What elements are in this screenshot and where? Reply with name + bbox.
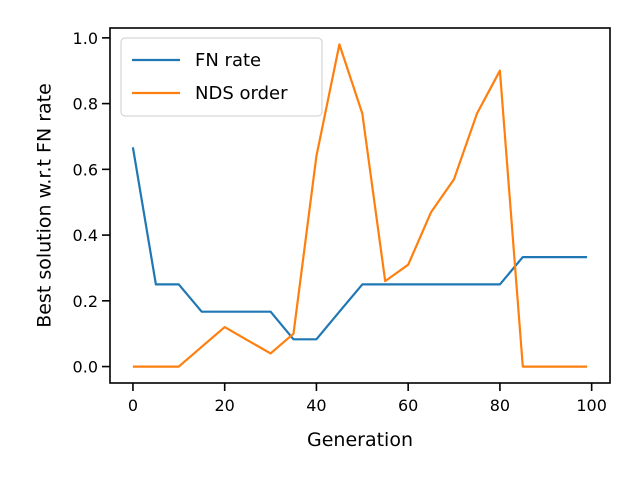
y-tick-label: 0.6 (73, 160, 98, 179)
y-tick-label: 0.2 (73, 292, 98, 311)
y-axis-ticks: 0.0 0.2 0.4 0.6 0.8 1.0 (73, 29, 110, 377)
x-tick-label: 100 (576, 396, 607, 415)
x-tick-label: 60 (398, 396, 418, 415)
x-tick-label: 20 (214, 396, 234, 415)
legend: FN rate NDS order (120, 37, 323, 117)
y-tick-label: 0.4 (73, 226, 98, 245)
x-axis-label: Generation (307, 429, 413, 451)
series-layer (131, 43, 588, 368)
x-tick-label: 0 (128, 396, 138, 415)
y-axis-label: Best solution w.r.t FN rate (34, 83, 56, 328)
legend-box (120, 37, 323, 117)
legend-label-2: NDS order (195, 83, 288, 104)
y-tick-label: 1.0 (73, 29, 98, 48)
legend-label-1: FN rate (195, 50, 261, 71)
x-tick-label: 80 (490, 396, 510, 415)
series-line-2 (132, 43, 588, 368)
x-tick-label: 40 (306, 396, 326, 415)
x-axis-ticks: 0 20 40 60 80 100 (128, 383, 607, 415)
y-tick-label: 0.8 (73, 95, 98, 114)
y-tick-label: 0.0 (73, 358, 98, 377)
plot-frame (109, 27, 611, 384)
